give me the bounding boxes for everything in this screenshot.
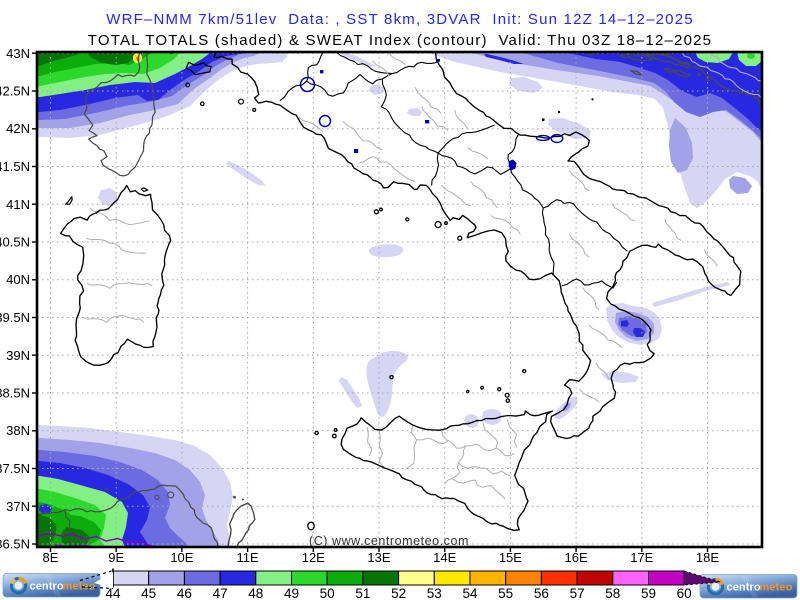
svg-text:36.5N: 36.5N — [0, 537, 30, 552]
svg-text:17E: 17E — [630, 550, 653, 565]
svg-text:41N: 41N — [6, 197, 30, 212]
svg-text:37.5N: 37.5N — [0, 461, 30, 476]
svg-text:37N: 37N — [6, 499, 30, 514]
svg-text:52: 52 — [391, 586, 406, 600]
svg-text:40N: 40N — [6, 272, 30, 287]
svg-text:51: 51 — [355, 586, 370, 600]
svg-text:45: 45 — [141, 586, 156, 600]
svg-text:9E: 9E — [108, 550, 124, 565]
svg-text:48: 48 — [248, 586, 263, 600]
svg-text:meteo: meteo — [760, 582, 793, 594]
svg-text:39N: 39N — [6, 348, 30, 363]
svg-text:43N: 43N — [6, 46, 30, 61]
svg-text:15E: 15E — [499, 550, 522, 565]
svg-text:38.5N: 38.5N — [0, 386, 30, 401]
svg-text:16E: 16E — [565, 550, 588, 565]
svg-text:44: 44 — [105, 586, 121, 600]
svg-text:14E: 14E — [433, 550, 456, 565]
svg-text:WRF–NMM 7km/51lev Data: , SST: WRF–NMM 7km/51lev Data: , SST 8km, 3DVAR… — [106, 11, 694, 28]
svg-text:50: 50 — [320, 586, 335, 600]
svg-text:18E: 18E — [696, 550, 719, 565]
svg-text:55: 55 — [498, 586, 513, 600]
svg-text:56: 56 — [534, 586, 549, 600]
svg-text:TOTAL TOTALS (shaded) & SWEAT: TOTAL TOTALS (shaded) & SWEAT Index (con… — [88, 32, 712, 49]
svg-text:meteo: meteo — [63, 581, 96, 593]
svg-text:centro: centro — [30, 581, 64, 593]
svg-text:13E: 13E — [367, 550, 390, 565]
svg-text:8E: 8E — [43, 550, 59, 565]
svg-text:46: 46 — [177, 586, 192, 600]
svg-text:42.5N: 42.5N — [0, 84, 30, 99]
svg-text:53: 53 — [427, 586, 442, 600]
svg-text:60: 60 — [677, 586, 692, 600]
svg-text:58: 58 — [605, 586, 620, 600]
svg-text:11E: 11E — [237, 550, 259, 565]
svg-text:centro: centro — [727, 582, 761, 594]
svg-text:41.5N: 41.5N — [0, 159, 30, 174]
svg-text:40.5N: 40.5N — [0, 235, 30, 250]
svg-text:10E: 10E — [170, 550, 193, 565]
svg-text:42N: 42N — [6, 121, 30, 136]
svg-text:12E: 12E — [302, 550, 325, 565]
svg-text:38N: 38N — [6, 423, 30, 438]
svg-text:(C) www.centrometeo.com: (C) www.centrometeo.com — [309, 534, 469, 548]
svg-text:47: 47 — [213, 586, 228, 600]
svg-text:49: 49 — [284, 586, 299, 600]
svg-text:54: 54 — [462, 586, 478, 600]
svg-text:59: 59 — [641, 586, 656, 600]
svg-text:57: 57 — [570, 586, 585, 600]
svg-text:39.5N: 39.5N — [0, 310, 30, 325]
